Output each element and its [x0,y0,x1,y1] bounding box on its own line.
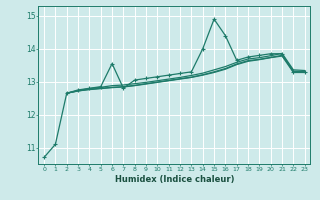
X-axis label: Humidex (Indice chaleur): Humidex (Indice chaleur) [115,175,234,184]
